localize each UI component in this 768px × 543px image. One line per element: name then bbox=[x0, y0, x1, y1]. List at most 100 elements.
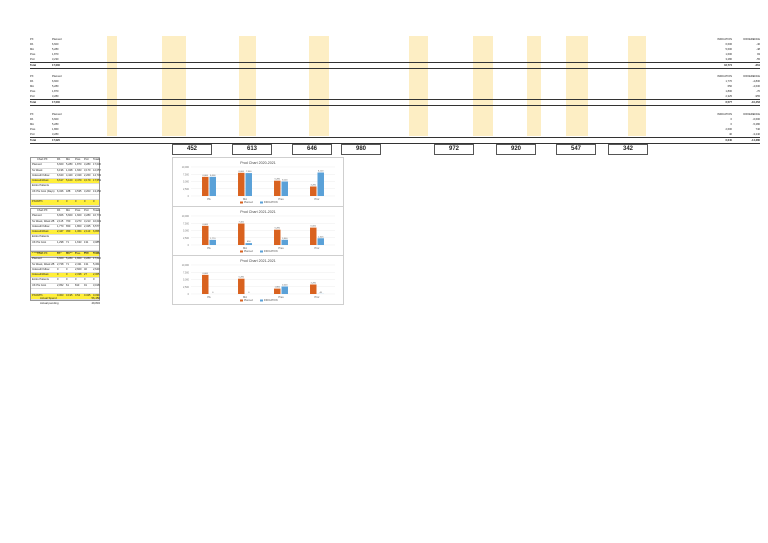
table-cell: 0 bbox=[57, 200, 59, 204]
table-cell: 2,447 bbox=[57, 230, 64, 234]
bar bbox=[281, 181, 288, 196]
data-label: 6,600 bbox=[203, 273, 209, 275]
chart-panel: Prod Chart 2020-2021 0 2,500 5,000 7,500 10,0… bbox=[172, 157, 344, 207]
table-cell: 1,298 bbox=[57, 240, 64, 244]
table-row: Entire Patients bbox=[31, 235, 99, 241]
table-cell: 2,431 bbox=[75, 262, 82, 266]
data-label: 7,900 bbox=[246, 171, 252, 173]
table-cell: 1,663 bbox=[75, 168, 82, 172]
tick-label: 10,000 bbox=[182, 166, 190, 169]
category-label: Pres bbox=[278, 246, 284, 250]
bar bbox=[209, 239, 216, 245]
legend-label: Planned bbox=[244, 250, 253, 253]
table-cell: 0 bbox=[66, 273, 68, 277]
data-label: 0 bbox=[248, 292, 250, 294]
table-row: Indexed/Yellow 0 0 2,600 40 2,640 bbox=[31, 267, 100, 274]
table-cell: Indexed/Week bbox=[32, 179, 49, 183]
bar bbox=[238, 172, 245, 196]
tick-label: 7,500 bbox=[183, 173, 190, 176]
table-cell: 1,633 bbox=[75, 240, 82, 244]
table-row: Indexed/Week 0 0 2,338 27 2,365 bbox=[31, 273, 100, 279]
table-cell: 2,052 bbox=[57, 283, 64, 287]
footer-figures: Actual Spend 56,450 Actual pending 49,834 bbox=[40, 296, 100, 305]
table-cell: 27 bbox=[84, 273, 87, 277]
data-label: 2,600 bbox=[282, 284, 288, 286]
table-cell: 2,365 bbox=[93, 273, 100, 277]
table-cell: PX/W/Ph bbox=[32, 200, 43, 204]
table-cell: 3,280 bbox=[84, 257, 91, 261]
data-label: 2,325 bbox=[318, 236, 324, 238]
table-cell: 188 bbox=[66, 189, 71, 193]
total-box: 920 bbox=[496, 144, 536, 155]
chart-title: Prod Chart 2021-2021 bbox=[240, 259, 276, 263]
table-cell: 3,170 bbox=[84, 168, 91, 172]
table-cell: 0.52 bbox=[75, 294, 81, 298]
table-cell: 1,860 bbox=[75, 257, 82, 261]
table-cell: 0.303 bbox=[57, 294, 64, 298]
table-cell: PX/W/Ph bbox=[32, 294, 43, 298]
bar bbox=[274, 180, 281, 196]
table-cell: 6,620 bbox=[57, 173, 64, 177]
table-cell: 40 bbox=[84, 267, 87, 271]
table-cell: PX/W/Ph bbox=[32, 251, 43, 255]
table-row: SL Week, Week 2B 2,728 71 2,431 131 5,361 bbox=[31, 262, 100, 268]
data-label: 650 bbox=[247, 241, 251, 243]
table-cell: Planned bbox=[32, 257, 42, 261]
table-cell: 5,280 bbox=[66, 257, 73, 261]
table-cell: 12,057 bbox=[93, 168, 101, 172]
data-label: 6,000 bbox=[311, 226, 317, 228]
category-label: PA bbox=[207, 246, 211, 250]
table-cell: 0 bbox=[75, 200, 77, 204]
table-cell: 0 bbox=[84, 278, 86, 282]
total-box: 342 bbox=[608, 144, 648, 155]
table-cell: Indexed/Week bbox=[32, 273, 49, 277]
table-cell: 91 bbox=[84, 283, 87, 287]
category-label: Pror bbox=[315, 246, 320, 250]
table-cell: 0 bbox=[66, 267, 68, 271]
table-cell: 813 bbox=[75, 283, 80, 287]
table-cell: 0.190 bbox=[66, 251, 73, 255]
table-cell: 6,958 bbox=[93, 230, 100, 234]
total-box: 613 bbox=[232, 144, 272, 155]
table-cell: 10,019 bbox=[93, 219, 101, 223]
bar bbox=[310, 227, 317, 245]
table-cell: 1,364 bbox=[75, 230, 82, 234]
legend-swatch bbox=[260, 250, 263, 253]
category-label: Pror bbox=[315, 197, 320, 201]
tick-label: 0 bbox=[188, 293, 190, 296]
data-label: 5,280 bbox=[275, 179, 281, 181]
bar bbox=[274, 288, 281, 294]
table-cell: 3,280 bbox=[84, 163, 91, 167]
table-cell: 6,577 bbox=[93, 224, 100, 228]
table-cell: 17,559 bbox=[93, 179, 101, 183]
table-cell: Entire Patients bbox=[32, 278, 49, 282]
table-row: SL Week 6,196 1,028 1,663 3,170 12,057 bbox=[31, 168, 101, 174]
data-label: 0 bbox=[212, 292, 214, 294]
data-label: 8,100 bbox=[318, 171, 324, 173]
table-row: Planned 6,600 5,280 1,870 3,280 17,030 bbox=[31, 163, 101, 169]
legend-label: INDICATION bbox=[264, 299, 278, 302]
table-cell: Indexed/Yellow bbox=[32, 173, 50, 177]
table-cell: 0.339 bbox=[93, 294, 100, 298]
table-cell: 131 bbox=[84, 240, 89, 244]
category-label: PA bbox=[207, 295, 211, 299]
chart-panel: Prod Chart 2021-2021 0 2,500 5,000 7,500 10,0… bbox=[172, 206, 344, 256]
table-cell: 0.325 bbox=[84, 294, 91, 298]
data-label: 40 bbox=[320, 292, 323, 294]
tick-label: 2,500 bbox=[183, 237, 190, 240]
table-cell: 0.533 bbox=[93, 251, 100, 255]
table-cell: 2,338 bbox=[75, 273, 82, 277]
data-label: 5,000 bbox=[282, 180, 288, 182]
table-cell: 3,280 bbox=[84, 214, 91, 218]
legend-label: Planned bbox=[244, 201, 253, 204]
legend-swatch bbox=[240, 201, 243, 204]
table-cell: 2,325 bbox=[84, 224, 91, 228]
tick-label: 2,500 bbox=[183, 286, 190, 289]
category-label: PA bbox=[207, 197, 211, 201]
table-cell: 5,100 bbox=[66, 179, 73, 183]
tick-label: 2,500 bbox=[183, 188, 190, 191]
table-cell: 5,361 bbox=[93, 262, 100, 266]
bar-chart: Prod Chart 2021-2021 0 2,500 5,000 7,500 10,0… bbox=[182, 210, 335, 253]
table-cell: Entire Patients bbox=[32, 184, 49, 188]
table-cell: 1,870 bbox=[75, 163, 82, 167]
